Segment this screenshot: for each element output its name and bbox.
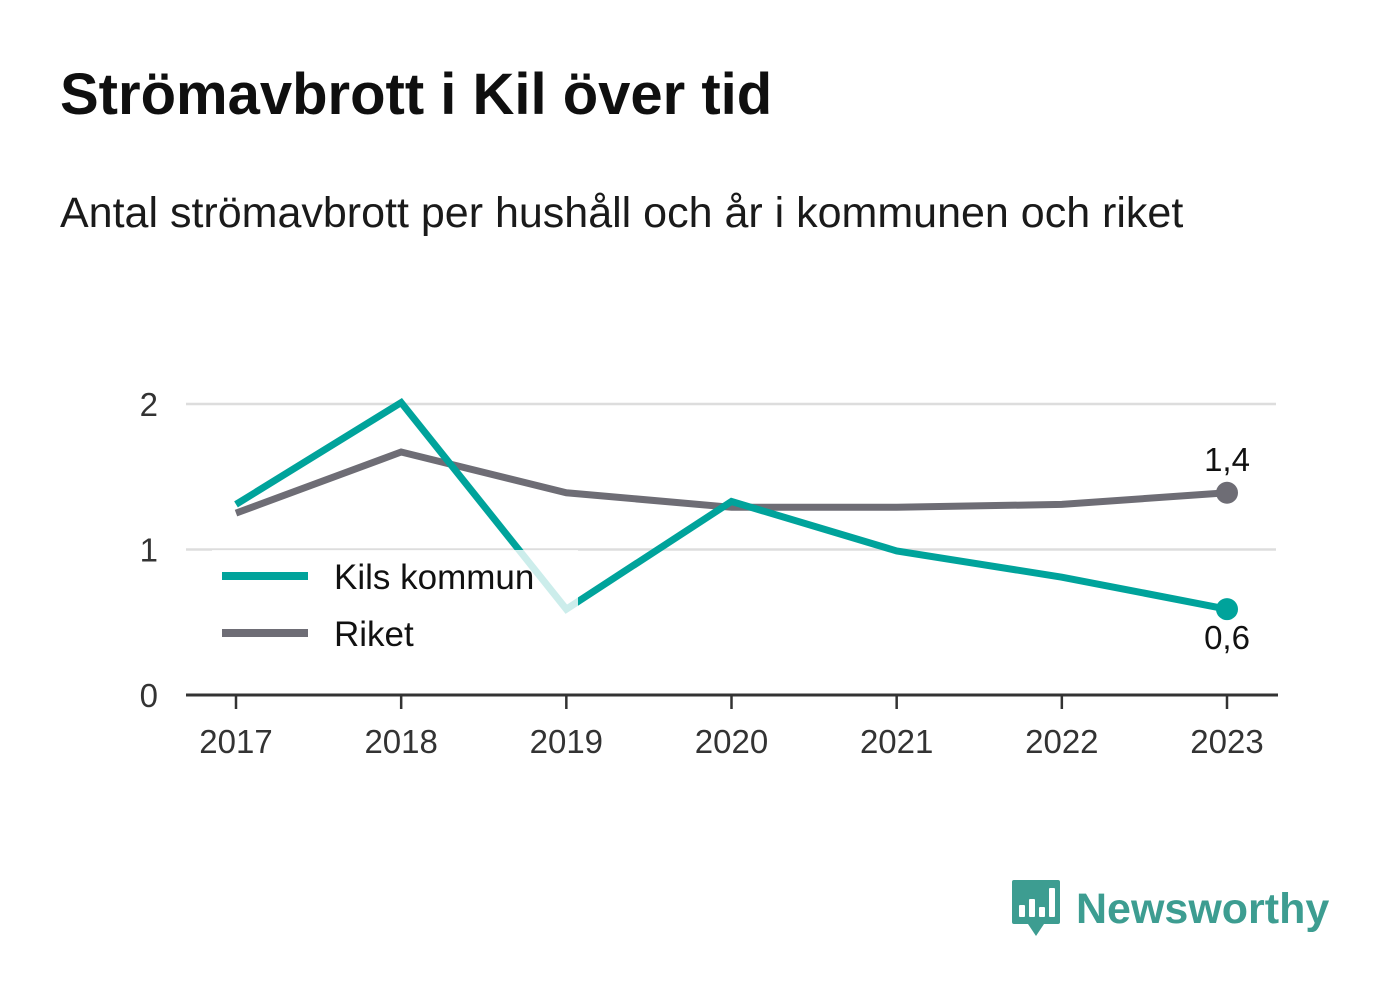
legend-label: Kils kommun	[334, 558, 534, 597]
x-tick-label: 2022	[1025, 723, 1098, 760]
series-lines	[234, 397, 1238, 621]
x-tick-label: 2019	[530, 723, 603, 760]
x-tick-label: 2023	[1190, 723, 1263, 760]
chart-subtitle: Antal strömavbrott per hushåll och år i …	[60, 189, 1184, 237]
series-end-value-label: 1,4	[1204, 441, 1250, 478]
x-tick-label: 2017	[199, 723, 272, 760]
series-end-marker	[1216, 598, 1238, 621]
legend-label: Riket	[334, 615, 414, 654]
gridlines	[186, 402, 1276, 551]
y-tick-label: 1	[140, 532, 158, 569]
x-tick-label: 2018	[364, 723, 437, 760]
y-tick-label: 0	[140, 677, 158, 714]
series-line-kils-kommun	[234, 397, 1228, 614]
value-labels: 0,6 1,4	[1204, 441, 1250, 656]
legend: Kils kommun Riket	[212, 550, 578, 662]
brand-name: Newsworthy	[1076, 884, 1330, 933]
legend-background	[212, 550, 578, 662]
series-line-riket	[234, 448, 1228, 517]
series-end-marker	[1216, 481, 1238, 504]
chart-title: Strömavbrott i Kil över tid	[60, 62, 773, 127]
brand-logo: Newsworthy	[1010, 878, 1329, 940]
axes: 0 1 2 2017 2018 2019 2020 2021 2022 2023	[140, 386, 1278, 760]
speech-bubble-bar-chart-icon	[1012, 880, 1060, 936]
x-tick-label: 2020	[695, 723, 768, 760]
y-tick-label: 2	[140, 386, 158, 423]
x-tick-label: 2021	[860, 723, 933, 760]
series-end-value-label: 0,6	[1204, 619, 1250, 656]
